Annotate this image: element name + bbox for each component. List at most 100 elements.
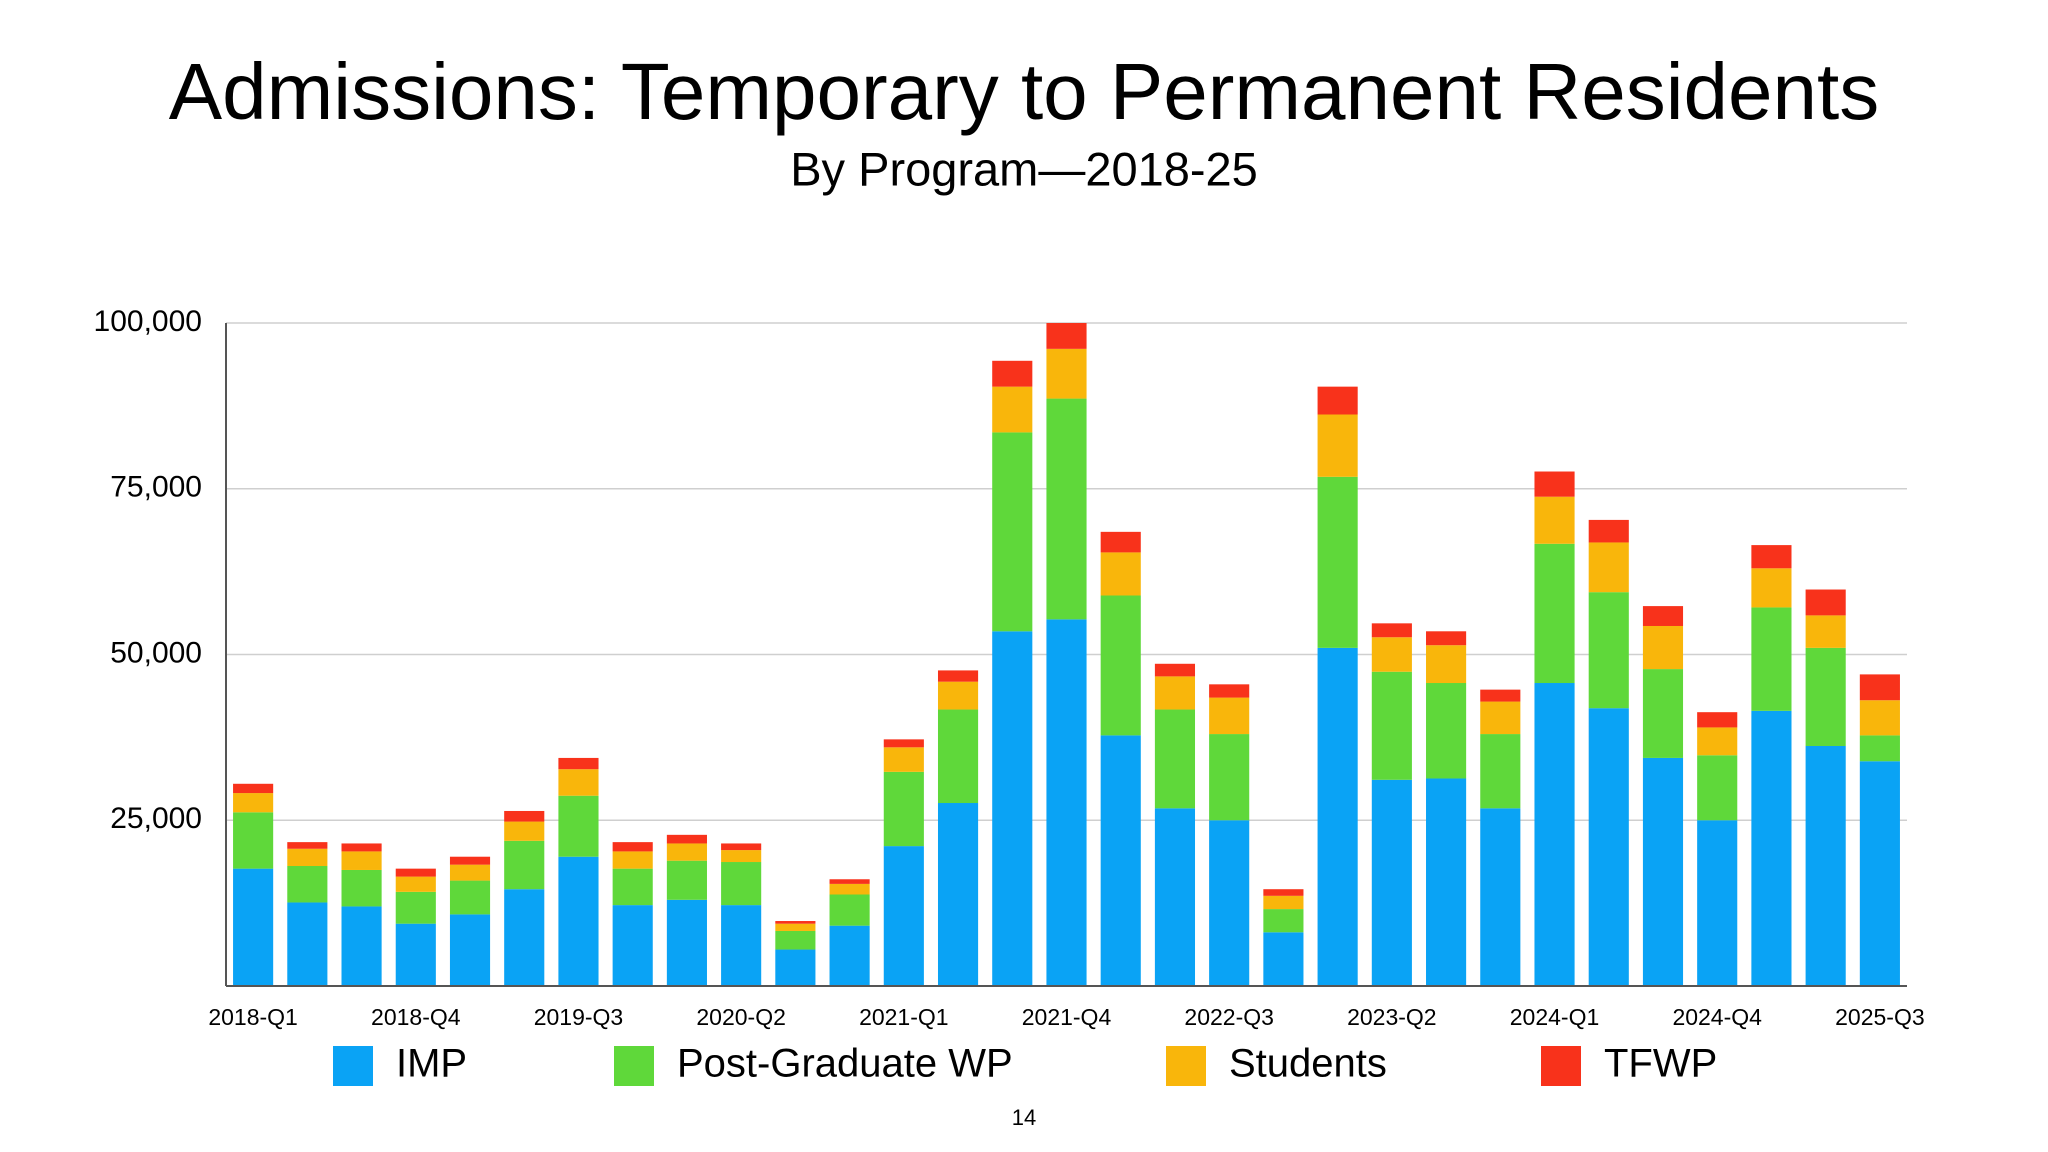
bar-segment [1263, 889, 1304, 896]
legend-label: Post-Graduate WP [677, 1042, 1013, 1086]
bar-segment [1263, 932, 1304, 986]
bar-segment [1697, 820, 1738, 986]
bar-segment [1642, 757, 1684, 986]
bar-segment [883, 771, 924, 847]
bar-segment [937, 709, 979, 804]
bar-segment [1480, 734, 1521, 809]
bar-segment [341, 869, 382, 907]
bar-segment [1100, 735, 1141, 986]
bar-segment [1317, 647, 1358, 986]
bar-segment [937, 803, 979, 986]
bar-segment [558, 769, 599, 796]
bar-segment [1154, 663, 1196, 677]
bar-segment [504, 810, 545, 822]
bar-segment [1317, 414, 1358, 477]
bar-segment [1751, 545, 1792, 569]
bar-segment [558, 757, 599, 770]
bar-segment [1588, 542, 1629, 593]
bar-segment [992, 631, 1033, 986]
bar-segment [1534, 683, 1575, 986]
bar-segment [1642, 669, 1684, 758]
bar-segment [775, 923, 816, 931]
bar-segment [1046, 619, 1087, 986]
bar-segment [1588, 708, 1629, 986]
bar-segment [1588, 519, 1629, 543]
bar-segment [1859, 735, 1900, 762]
bar-segment [1697, 727, 1738, 756]
bar-segment [233, 868, 274, 986]
bar-segment [1046, 348, 1087, 399]
x-tick-label: 2019-Q3 [534, 1004, 624, 1030]
bar-segment [829, 925, 870, 986]
y-tick-label: 100,000 [94, 305, 202, 338]
bar-segment [612, 868, 653, 906]
x-tick-label: 2023-Q2 [1347, 1004, 1437, 1030]
bar-segment [992, 432, 1033, 632]
bar-segment [666, 834, 707, 844]
bar-segment [1371, 779, 1412, 986]
bar-segment [1697, 755, 1738, 821]
bar-segment [1100, 531, 1141, 553]
bar-segment [721, 843, 762, 851]
bar-segment [1859, 700, 1900, 736]
bar-segment [1154, 808, 1196, 986]
bar-segment [1209, 697, 1250, 735]
bar-segment [1154, 709, 1196, 809]
bar-segment [395, 876, 436, 892]
bar-segment [721, 905, 762, 986]
bar-segment [504, 889, 545, 986]
bar-segment [1859, 674, 1900, 701]
legend-swatch [1541, 1046, 1581, 1086]
bar-segment [1534, 471, 1575, 497]
bar-segment [1426, 683, 1467, 779]
bar-segment [1480, 701, 1521, 735]
bar-segment [775, 930, 816, 950]
bar-segment [666, 843, 707, 861]
bar-segment [504, 840, 545, 890]
bar-segment [449, 856, 491, 865]
legend-swatch [333, 1046, 373, 1086]
bar-segment [721, 850, 762, 863]
bar-segment [558, 856, 599, 986]
page-number: 14 [1012, 1105, 1036, 1130]
x-tick-label: 2021-Q4 [1022, 1004, 1112, 1030]
bar-segment [504, 821, 545, 841]
bar-segment [1805, 615, 1846, 648]
bar-segment [992, 360, 1033, 387]
bar-segment [1046, 398, 1087, 620]
bar-segment [1534, 496, 1575, 544]
y-tick-label: 25,000 [110, 802, 202, 835]
bar-segment [1642, 625, 1684, 670]
legend-swatch [1166, 1046, 1206, 1086]
bar-segment [937, 681, 979, 710]
bar-segment [1859, 761, 1900, 986]
bar-segment [558, 795, 599, 857]
bar-segment [1751, 568, 1792, 608]
bar-segment [1751, 607, 1792, 711]
bar-segment [1805, 589, 1846, 616]
bar-segment [1751, 710, 1792, 986]
bar-segment [449, 864, 491, 881]
bar-segment [1805, 745, 1846, 986]
bar-segment [1371, 623, 1412, 638]
bar-segment [612, 905, 653, 986]
bar-segment [233, 783, 274, 794]
bar-segment [1209, 684, 1250, 698]
bar-segment [395, 891, 436, 924]
bar-segment [612, 842, 653, 852]
bar-segment [666, 899, 707, 986]
bar-segment [992, 386, 1033, 433]
bar-segment [1263, 909, 1304, 933]
bar-segment [1046, 323, 1087, 349]
y-tick-label: 75,000 [110, 471, 202, 504]
bar-segment [1317, 386, 1358, 415]
bar-segment [449, 914, 491, 986]
bar-segment [233, 793, 274, 813]
bar-segment [937, 670, 979, 682]
bar-segment [449, 880, 491, 915]
bar-segment [1426, 631, 1467, 646]
x-tick-label: 2018-Q4 [371, 1004, 461, 1030]
legend-label: Students [1229, 1042, 1387, 1086]
bar-segment [829, 894, 870, 926]
